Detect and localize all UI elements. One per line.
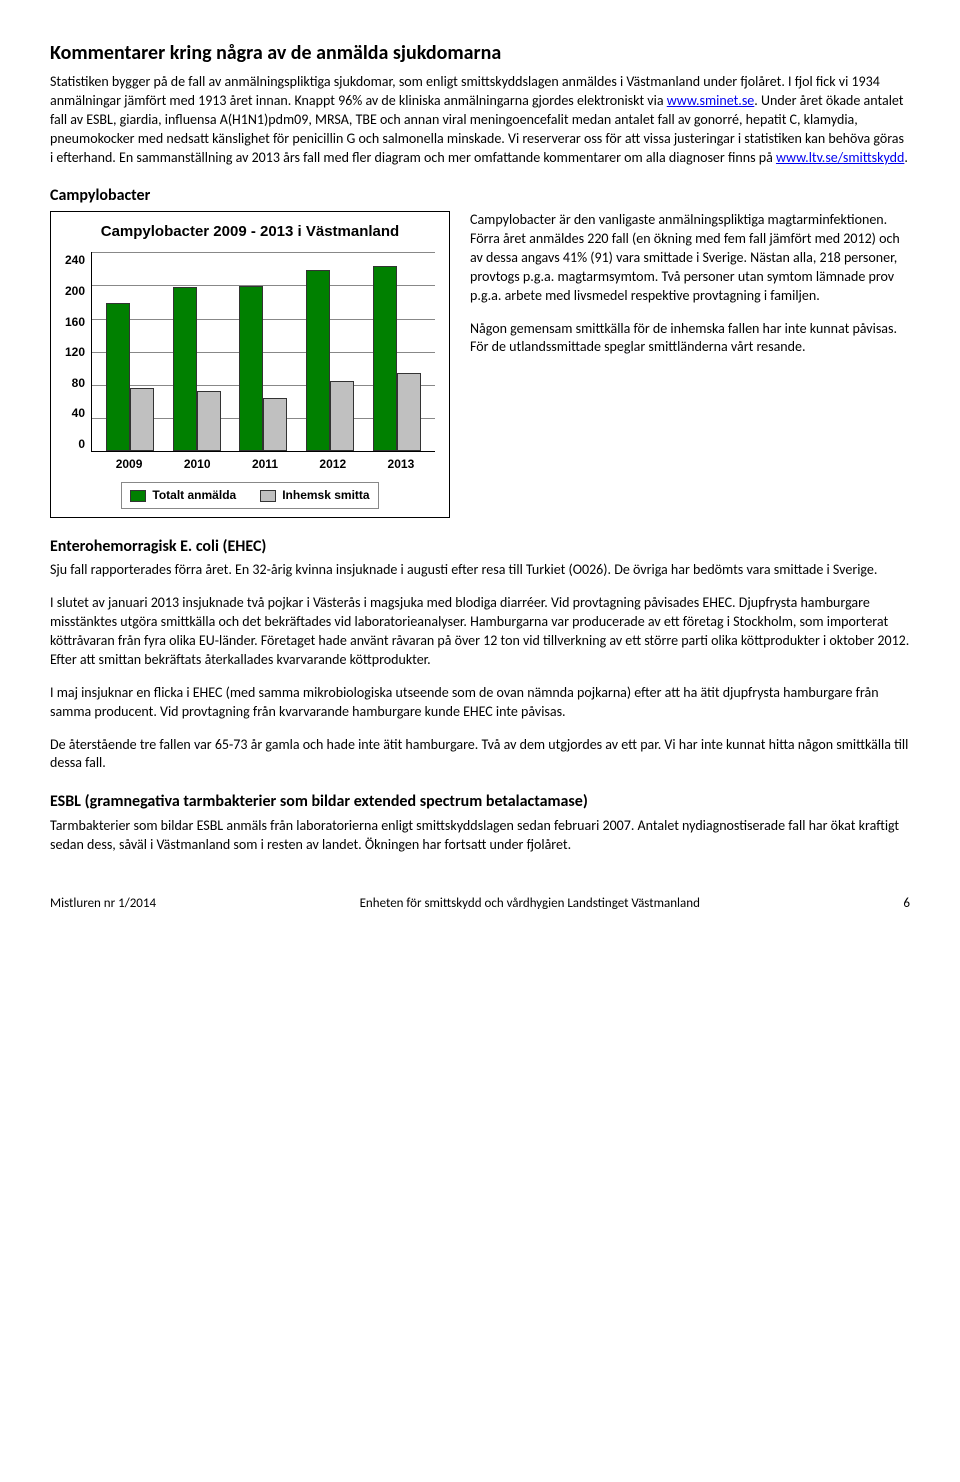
footer-right: 6 [903,895,910,913]
chart-legend: Totalt anmälda Inhemsk smitta [121,482,378,508]
esbl-para-1: Tarmbakterier som bildar ESBL anmäls frå… [50,817,910,855]
sminet-link[interactable]: www.sminet.se [667,92,755,109]
chart-plot [91,252,435,452]
bar-group [239,286,287,451]
x-tick-label: 2009 [116,456,143,472]
bar [239,286,263,451]
bar-group [106,303,154,451]
legend-label: Inhemsk smitta [282,487,369,503]
chart-title: Campylobacter 2009 - 2013 i Västmanland [65,222,435,242]
bar [263,398,287,452]
x-tick-label: 2013 [388,456,415,472]
footer-left: Mistluren nr 1/2014 [50,895,156,913]
ehec-para-2: I slutet av januari 2013 insjuknade två … [50,594,910,670]
x-tick-label: 2012 [319,456,346,472]
campylobacter-description: Campylobacter är den vanligaste anmälnin… [470,211,910,371]
legend-item: Totalt anmälda [130,487,236,503]
bar [197,391,221,451]
x-tick-label: 2010 [184,456,211,472]
intro-tail: . [904,149,908,166]
bar-group [306,270,354,451]
bar [330,381,354,451]
bar-group [173,287,221,452]
page-title: Kommentarer kring några av de anmälda sj… [50,40,910,67]
y-tick-label: 0 [78,436,85,452]
campylo-para-2: Någon gemensam smittkälla för de inhemsk… [470,320,910,358]
bar [397,373,421,451]
section-campylobacter: Campylobacter [50,185,910,207]
legend-item: Inhemsk smitta [260,487,369,503]
legend-swatch [260,490,276,502]
legend-swatch [130,490,146,502]
legend-label: Totalt anmälda [152,487,236,503]
y-axis: 240 200 160 120 80 40 0 [65,252,91,452]
intro-paragraph: Statistiken bygger på de fall av anmälni… [50,73,910,167]
ehec-para-4: De återstående tre fallen var 65-73 år g… [50,736,910,774]
footer-center: Enheten för smittskydd och vårdhygien La… [360,895,700,913]
x-tick-label: 2011 [252,456,278,472]
page-footer: Mistluren nr 1/2014 Enheten för smittsky… [50,895,910,913]
y-tick-label: 160 [65,314,85,330]
campylobacter-row: Campylobacter 2009 - 2013 i Västmanland … [50,211,910,518]
ehec-para-3: I maj insjuknar en flicka i EHEC (med sa… [50,684,910,722]
y-tick-label: 240 [65,252,85,268]
bar-group [373,266,421,451]
section-ehec: Enterohemorragisk E. coli (EHEC) [50,536,910,558]
ltv-link[interactable]: www.ltv.se/smittskydd [776,149,904,166]
section-esbl: ESBL (gramnegativa tarmbakterier som bil… [50,791,910,813]
y-tick-label: 200 [65,283,85,299]
x-axis-labels: 2009 2010 2011 2012 2013 [95,456,435,472]
bar [306,270,330,451]
y-tick-label: 80 [72,375,85,391]
y-tick-label: 120 [65,344,85,360]
y-tick-label: 40 [72,405,85,421]
bar [173,287,197,452]
bar [373,266,397,451]
campylo-para-1: Campylobacter är den vanligaste anmälnin… [470,211,910,305]
ehec-para-1: Sju fall rapporterades förra året. En 32… [50,561,910,580]
bar [106,303,130,451]
bar [130,388,154,451]
campylobacter-chart: Campylobacter 2009 - 2013 i Västmanland … [50,211,450,518]
